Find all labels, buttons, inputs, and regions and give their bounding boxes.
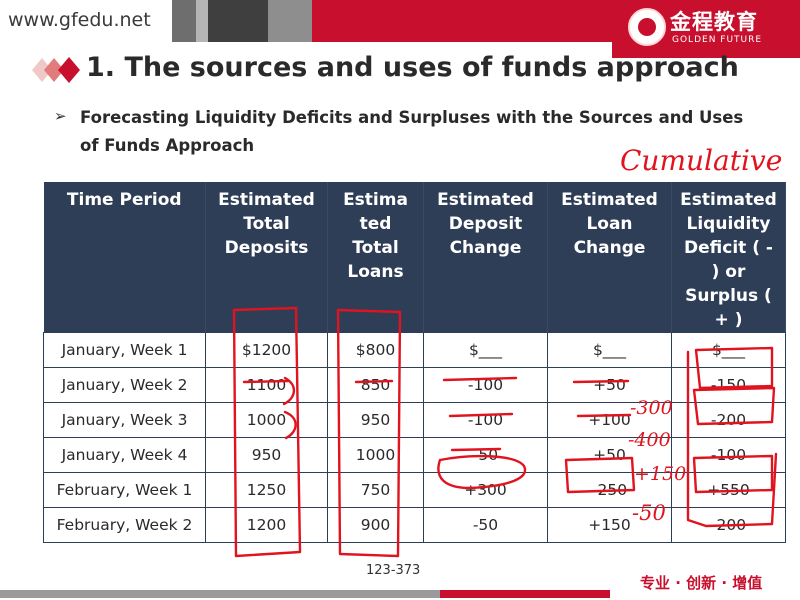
period-cell: February, Week 2 <box>43 507 206 543</box>
liquidity-cell: $___ <box>671 332 786 368</box>
banner-stripe <box>196 0 208 42</box>
loan-change-cell: +100 <box>547 402 672 438</box>
deposit-change-cell: -50 <box>423 437 548 473</box>
bullet-arrow-icon: ➢ <box>54 107 67 125</box>
total-deposits-cell: 1200 <box>205 507 328 543</box>
deposit-change-cell: -50 <box>423 507 548 543</box>
page-title: 1. The sources and uses of funds approac… <box>86 52 739 83</box>
table-row: January, Week 2 1100 850 -100 +50 -150 <box>43 367 786 403</box>
banner-stripe <box>208 0 268 42</box>
logo-seal-icon <box>628 8 666 46</box>
header-time-period: Time Period <box>43 182 206 333</box>
total-loans-cell: 900 <box>327 507 424 543</box>
title-diamond-icon <box>32 57 80 83</box>
deposit-change-cell: -100 <box>423 402 548 438</box>
period-cell: January, Week 3 <box>43 402 206 438</box>
total-deposits-cell: $1200 <box>205 332 328 368</box>
footer-bar <box>0 590 440 598</box>
header-total-loans: Estima ted Total Loans <box>327 182 424 333</box>
loan-change-cell: $___ <box>547 332 672 368</box>
total-deposits-cell: 1100 <box>205 367 328 403</box>
header-liquidity-deficit-surplus: Estimated Liquidity Deficit ( - ) or Sur… <box>671 182 786 333</box>
total-loans-cell: 950 <box>327 402 424 438</box>
site-url[interactable]: www.gfedu.net <box>8 9 151 31</box>
period-cell: February, Week 1 <box>43 472 206 508</box>
liquidity-cell: +550 <box>671 472 786 508</box>
footer-bar-accent <box>440 590 610 598</box>
table-row: January, Week 1 $1200 $800 $___ $___ $___ <box>43 332 786 368</box>
table-row: February, Week 2 1200 900 -50 +150 -200 <box>43 507 786 543</box>
banner-stripe <box>172 0 196 42</box>
total-loans-cell: $800 <box>327 332 424 368</box>
subtitle: Forecasting Liquidity Deficits and Surpl… <box>80 108 744 155</box>
liquidity-cell: -100 <box>671 437 786 473</box>
total-deposits-cell: 1250 <box>205 472 328 508</box>
liquidity-cell: -200 <box>671 507 786 543</box>
banner-stripe <box>312 0 612 42</box>
period-cell: January, Week 2 <box>43 367 206 403</box>
period-cell: January, Week 4 <box>43 437 206 473</box>
liquidity-cell: -150 <box>671 367 786 403</box>
loan-change-cell: +50 <box>547 437 672 473</box>
table-header-row: Time Period Estimated Total Deposits Est… <box>43 182 786 333</box>
logo-english-text: GOLDEN FUTURE <box>672 35 763 45</box>
header-deposit-change: Estimated Deposit Change <box>423 182 548 333</box>
header-total-deposits: Estimated Total Deposits <box>205 182 328 333</box>
total-loans-cell: 1000 <box>327 437 424 473</box>
banner-stripe <box>268 0 312 42</box>
table-row: January, Week 3 1000 950 -100 +100 -200 <box>43 402 786 438</box>
deposit-change-cell: -100 <box>423 367 548 403</box>
liquidity-cell: -200 <box>671 402 786 438</box>
page-number: 123-373 <box>366 563 421 578</box>
table-row: February, Week 1 1250 750 +300 -250 +550 <box>43 472 786 508</box>
total-deposits-cell: 1000 <box>205 402 328 438</box>
liquidity-table: Time Period Estimated Total Deposits Est… <box>43 182 786 543</box>
deposit-change-cell: +300 <box>423 472 548 508</box>
logo-chinese-text: 金程教育 <box>670 10 758 34</box>
total-loans-cell: 850 <box>327 367 424 403</box>
loan-change-cell: +150 <box>547 507 672 543</box>
deposit-change-cell: $___ <box>423 332 548 368</box>
table-row: January, Week 4 950 1000 -50 +50 -100 <box>43 437 786 473</box>
loan-change-cell: +50 <box>547 367 672 403</box>
loan-change-cell: -250 <box>547 472 672 508</box>
total-deposits-cell: 950 <box>205 437 328 473</box>
footer-slogan: 专业 · 创新 · 增值 <box>640 574 763 592</box>
period-cell: January, Week 1 <box>43 332 206 368</box>
header-loan-change: Estimated Loan Change <box>547 182 672 333</box>
total-loans-cell: 750 <box>327 472 424 508</box>
